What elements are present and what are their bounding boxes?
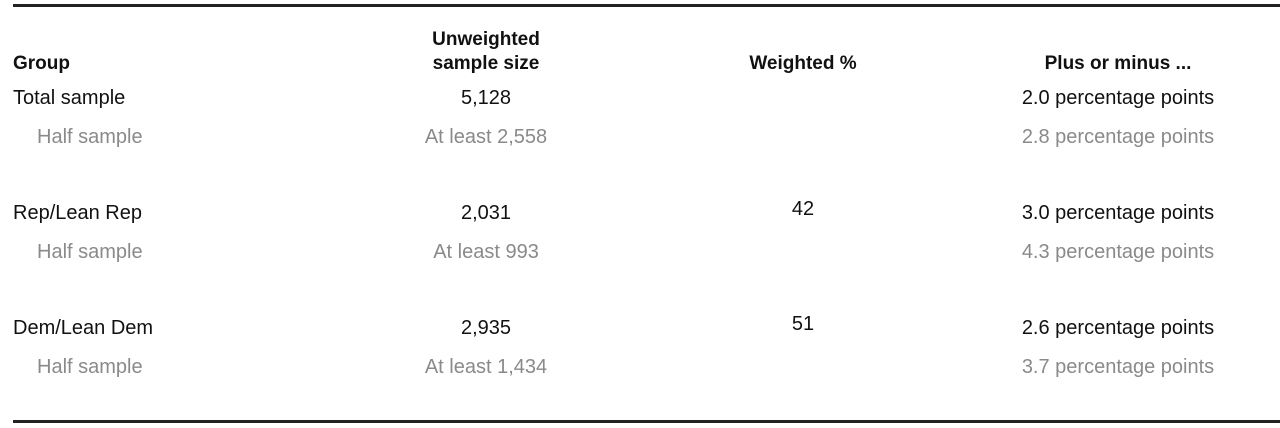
sample-size: 5,128: [460, 87, 512, 109]
weighted-percent: 51: [791, 313, 815, 335]
header-margin: Plus or minus ...: [1044, 53, 1192, 74]
half-sample-size: At least 993: [433, 241, 539, 263]
margin-of-error: 2.6 percentage points: [1021, 317, 1215, 339]
weighted-percent: 42: [791, 198, 815, 220]
top-rule: [13, 4, 1280, 7]
header-sample: Unweighted sample size: [432, 29, 540, 74]
half-margin: 2.8 percentage points: [1021, 126, 1215, 148]
margin-of-error: 2.0 percentage points: [1021, 87, 1215, 109]
half-sample-size: At least 1,434: [424, 356, 548, 378]
margin-of-error: 3.0 percentage points: [1021, 202, 1215, 224]
half-margin: 4.3 percentage points: [1021, 241, 1215, 263]
half-label: Half sample: [37, 356, 143, 378]
half-label: Half sample: [37, 126, 143, 148]
header-weighted: Weighted %: [749, 53, 857, 74]
half-label: Half sample: [37, 241, 143, 263]
group-label: Total sample: [13, 87, 126, 109]
half-sample-size: At least 2,558: [424, 126, 548, 148]
bottom-rule: [13, 420, 1280, 423]
group-label: Dem/Lean Dem: [13, 317, 154, 339]
sample-size: 2,031: [460, 202, 512, 224]
half-margin: 3.7 percentage points: [1021, 356, 1215, 378]
sample-size: 2,935: [460, 317, 512, 339]
group-label: Rep/Lean Rep: [13, 202, 142, 224]
header-group: Group: [13, 53, 70, 74]
